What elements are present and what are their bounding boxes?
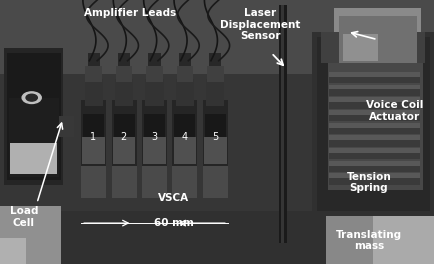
- Text: Load
Cell: Load Cell: [10, 206, 38, 228]
- Bar: [112, 100, 137, 166]
- Bar: [174, 114, 195, 161]
- Bar: [203, 100, 228, 166]
- Bar: [148, 53, 161, 66]
- Bar: [206, 79, 224, 106]
- Bar: [329, 97, 420, 102]
- Bar: [329, 178, 420, 185]
- Bar: [373, 211, 434, 264]
- Bar: [81, 100, 106, 166]
- Bar: [112, 166, 137, 198]
- Bar: [145, 79, 164, 106]
- Bar: [0, 0, 434, 74]
- Bar: [204, 137, 227, 164]
- Bar: [0, 74, 434, 211]
- Bar: [329, 85, 420, 89]
- Text: 60 mm: 60 mm: [154, 218, 194, 228]
- Bar: [329, 72, 420, 77]
- Circle shape: [26, 94, 37, 101]
- Bar: [321, 32, 425, 63]
- Bar: [329, 166, 420, 172]
- Text: Tension
Spring: Tension Spring: [346, 172, 391, 193]
- Bar: [85, 66, 102, 82]
- Bar: [317, 37, 430, 211]
- Bar: [113, 137, 135, 164]
- Text: Voice Coil
Actuator: Voice Coil Actuator: [366, 100, 424, 122]
- Text: 2: 2: [121, 132, 127, 142]
- Bar: [143, 137, 166, 164]
- Text: 3: 3: [151, 132, 157, 142]
- Circle shape: [22, 92, 41, 103]
- Bar: [0, 238, 26, 264]
- Bar: [4, 48, 63, 185]
- Text: 5: 5: [212, 132, 218, 142]
- Bar: [329, 123, 420, 128]
- Bar: [279, 5, 287, 243]
- Bar: [10, 143, 57, 174]
- Bar: [85, 79, 103, 106]
- Bar: [334, 8, 421, 66]
- Bar: [0, 206, 61, 264]
- Bar: [329, 115, 420, 121]
- Bar: [172, 100, 197, 166]
- Bar: [179, 53, 191, 66]
- Bar: [115, 79, 133, 106]
- Bar: [329, 102, 420, 109]
- Bar: [329, 140, 420, 147]
- Bar: [146, 66, 163, 82]
- Bar: [329, 148, 420, 153]
- Bar: [82, 137, 105, 164]
- Text: Laser
Displacement
Sensor: Laser Displacement Sensor: [220, 8, 301, 41]
- Bar: [329, 128, 420, 134]
- Bar: [174, 137, 196, 164]
- Bar: [205, 114, 226, 161]
- Bar: [81, 166, 106, 198]
- Bar: [59, 116, 74, 137]
- Bar: [172, 166, 197, 198]
- Bar: [329, 89, 420, 96]
- Text: Translating
mass: Translating mass: [336, 230, 402, 251]
- Bar: [209, 53, 221, 66]
- Bar: [118, 53, 130, 66]
- Bar: [142, 166, 167, 198]
- Bar: [83, 114, 104, 161]
- Bar: [176, 79, 194, 106]
- Bar: [329, 161, 420, 166]
- Bar: [343, 34, 378, 61]
- Bar: [329, 153, 420, 159]
- Bar: [328, 63, 423, 190]
- Bar: [88, 53, 100, 66]
- Bar: [329, 173, 420, 178]
- Bar: [329, 135, 420, 140]
- Bar: [312, 32, 434, 216]
- Bar: [329, 77, 420, 83]
- Bar: [142, 100, 167, 166]
- Bar: [203, 166, 228, 198]
- Text: 4: 4: [181, 132, 187, 142]
- Text: 1: 1: [90, 132, 96, 142]
- Text: VSCA: VSCA: [158, 193, 189, 203]
- Bar: [116, 66, 132, 82]
- Bar: [7, 53, 61, 180]
- Bar: [9, 98, 59, 177]
- Bar: [329, 110, 420, 115]
- Bar: [144, 114, 165, 161]
- Text: Amplifier Leads: Amplifier Leads: [84, 8, 176, 18]
- Bar: [207, 66, 224, 82]
- Bar: [281, 5, 284, 243]
- Bar: [10, 143, 57, 174]
- Bar: [114, 114, 135, 161]
- Bar: [326, 211, 434, 264]
- Bar: [339, 16, 417, 63]
- Bar: [0, 211, 434, 264]
- Bar: [177, 66, 193, 82]
